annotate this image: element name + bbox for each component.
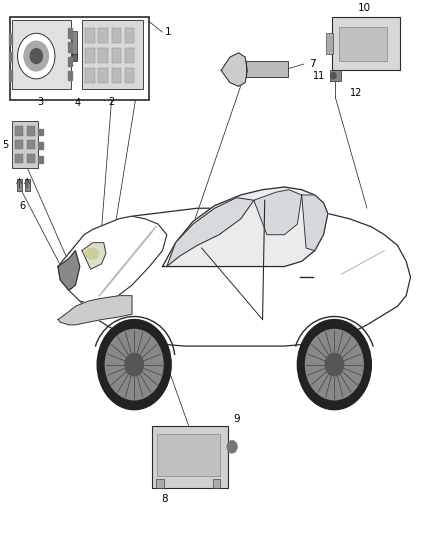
Bar xyxy=(27,126,35,135)
Polygon shape xyxy=(167,198,254,266)
Text: 4: 4 xyxy=(74,98,81,108)
Bar xyxy=(15,126,23,135)
Text: 5: 5 xyxy=(2,140,8,150)
Bar xyxy=(157,433,220,476)
Circle shape xyxy=(24,41,49,71)
Bar xyxy=(325,33,332,54)
Bar xyxy=(124,48,134,63)
Polygon shape xyxy=(162,187,328,266)
Circle shape xyxy=(325,353,343,376)
Polygon shape xyxy=(58,208,410,346)
Text: 9: 9 xyxy=(233,414,240,424)
Polygon shape xyxy=(58,296,132,325)
Bar xyxy=(112,68,121,83)
Bar xyxy=(68,71,71,80)
Circle shape xyxy=(305,329,363,400)
Text: 6: 6 xyxy=(19,200,25,211)
Bar xyxy=(124,28,134,43)
Bar xyxy=(68,28,71,37)
Bar xyxy=(9,33,12,44)
Bar xyxy=(99,48,108,63)
Bar xyxy=(85,28,95,43)
Bar xyxy=(330,70,341,81)
Polygon shape xyxy=(221,53,247,86)
Bar xyxy=(27,140,35,149)
Circle shape xyxy=(227,440,237,453)
Bar xyxy=(38,128,43,135)
Bar xyxy=(15,154,23,163)
Bar xyxy=(99,68,108,83)
Bar xyxy=(339,27,387,61)
Polygon shape xyxy=(58,216,167,306)
Bar xyxy=(247,61,288,77)
Bar xyxy=(72,54,77,61)
Bar xyxy=(12,20,71,89)
Bar xyxy=(112,28,121,43)
Circle shape xyxy=(331,72,336,79)
Text: 3: 3 xyxy=(38,97,44,107)
Bar xyxy=(85,68,95,83)
Bar xyxy=(152,425,228,488)
Circle shape xyxy=(30,49,42,63)
Bar xyxy=(124,68,134,83)
Bar xyxy=(9,52,12,62)
Bar xyxy=(9,70,12,81)
Text: 2: 2 xyxy=(109,97,115,107)
Bar xyxy=(332,18,399,70)
Text: 11: 11 xyxy=(313,71,325,80)
Circle shape xyxy=(105,329,163,400)
Bar xyxy=(17,179,22,191)
Circle shape xyxy=(297,320,371,410)
Polygon shape xyxy=(302,195,328,251)
Text: 12: 12 xyxy=(350,87,362,98)
Ellipse shape xyxy=(85,248,99,259)
Text: 10: 10 xyxy=(358,3,371,13)
Bar xyxy=(156,479,164,488)
Bar xyxy=(68,42,71,52)
Circle shape xyxy=(18,33,55,79)
Bar xyxy=(112,48,121,63)
Bar xyxy=(12,121,38,168)
Polygon shape xyxy=(82,243,106,269)
Polygon shape xyxy=(254,190,302,235)
Text: 8: 8 xyxy=(161,494,168,504)
Bar xyxy=(68,56,71,66)
Bar xyxy=(85,48,95,63)
Bar xyxy=(25,179,30,191)
Bar xyxy=(38,142,43,149)
Bar xyxy=(38,156,43,163)
Circle shape xyxy=(97,320,171,410)
Polygon shape xyxy=(58,251,80,290)
Circle shape xyxy=(125,353,143,376)
Bar xyxy=(99,28,108,43)
Bar xyxy=(27,154,35,163)
Bar xyxy=(15,140,23,149)
Bar xyxy=(212,479,220,488)
Bar xyxy=(82,20,143,89)
Bar xyxy=(72,30,77,57)
Bar xyxy=(10,18,149,100)
Text: 7: 7 xyxy=(309,59,316,69)
Text: 1: 1 xyxy=(164,27,171,37)
